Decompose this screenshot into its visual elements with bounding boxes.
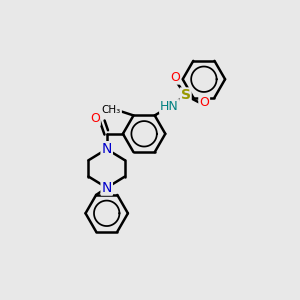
Text: CH₃: CH₃ [102,105,121,115]
Text: S: S [181,88,190,102]
Text: O: O [170,71,180,84]
Text: N: N [101,142,112,156]
Text: HN: HN [160,100,179,113]
Text: O: O [199,96,209,109]
Text: N: N [101,181,112,195]
Text: O: O [90,112,100,125]
